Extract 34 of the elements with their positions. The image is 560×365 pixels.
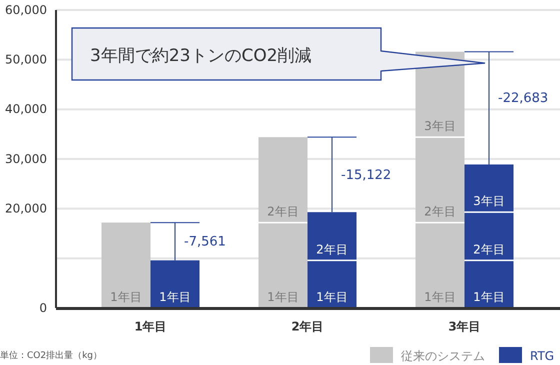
bar [258, 137, 308, 308]
bar [150, 260, 200, 308]
bar [102, 222, 150, 308]
y-tick-label: 40,000 [5, 102, 47, 116]
annotation: 2年目 [316, 242, 348, 256]
annotation: 3年目 [424, 119, 456, 134]
x-tick-label: 3年目 [448, 320, 481, 334]
annotation: 1年目 [473, 290, 505, 304]
annotation: 3年間で約23トンのCO2削減 [90, 46, 312, 66]
y-tick-label: 20,000 [5, 202, 47, 216]
bar [308, 212, 356, 308]
y-tick-label: 60,000 [5, 2, 47, 17]
annotation: 2年目 [473, 242, 505, 256]
y-tick-label: 0 [39, 300, 47, 315]
annotation: -22,683 [498, 90, 548, 106]
bar [416, 52, 464, 308]
y-tick-label: 50,000 [5, 52, 47, 67]
legend-label: RTG [530, 349, 554, 363]
annotation: 3年目 [473, 194, 505, 208]
y-tick-label: 30,000 [5, 152, 47, 166]
legend-label: 従来のシステム [401, 349, 485, 363]
annotation: 1年目 [424, 290, 456, 304]
annotation: -15,122 [341, 168, 392, 183]
annotation: 1年目 [316, 290, 348, 304]
annotation: 1年目 [110, 290, 142, 304]
annotation: 2年目 [424, 204, 456, 219]
annotation: 2年目 [267, 204, 299, 219]
bar [464, 164, 514, 308]
annotation: 1年目 [267, 290, 299, 304]
annotation: -7,561 [184, 234, 226, 250]
text: 単位：CO2排出量（kg） [0, 350, 102, 361]
annotation: 1年目 [159, 290, 191, 304]
x-tick-label: 1年目 [134, 320, 167, 334]
x-tick-label: 2年目 [291, 320, 324, 334]
